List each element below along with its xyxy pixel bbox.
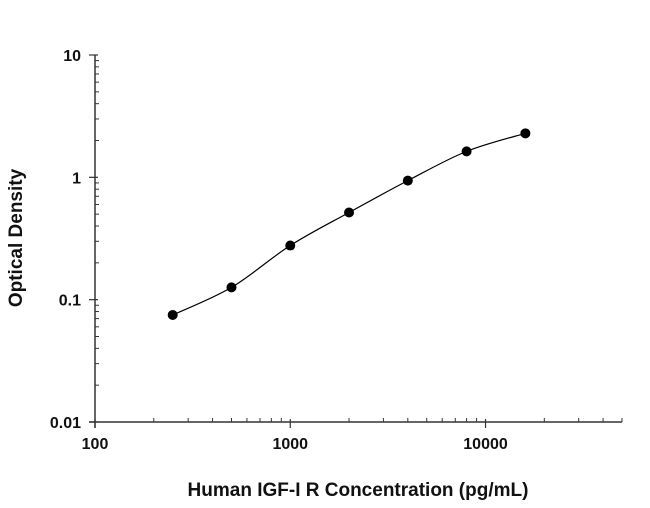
x-tick-label: 100: [82, 436, 109, 453]
data-point: [344, 207, 355, 218]
tick-labels: 100 1000 10000 0.01 0.1 1 10: [50, 48, 508, 453]
y-tick-label: 0.1: [59, 293, 81, 310]
data-point: [402, 175, 413, 186]
data-point: [461, 146, 472, 157]
y-axis-label: Optical Density: [6, 168, 27, 307]
y-tick-label: 1: [72, 170, 81, 187]
x-axis-label: Human IGF-I R Concentration (pg/mL): [188, 480, 529, 501]
y-tick-label: 10: [63, 48, 81, 65]
data-point: [226, 282, 237, 293]
data-point: [285, 240, 296, 251]
data-point: [520, 128, 531, 139]
data-points: [167, 128, 531, 320]
data-point: [167, 309, 178, 320]
y-tick-label: 0.01: [50, 415, 81, 432]
x-tick-label: 1000: [272, 436, 308, 453]
fit-curve: [172, 132, 526, 316]
x-tick-label: 10000: [463, 436, 508, 453]
axes: [89, 54, 623, 428]
